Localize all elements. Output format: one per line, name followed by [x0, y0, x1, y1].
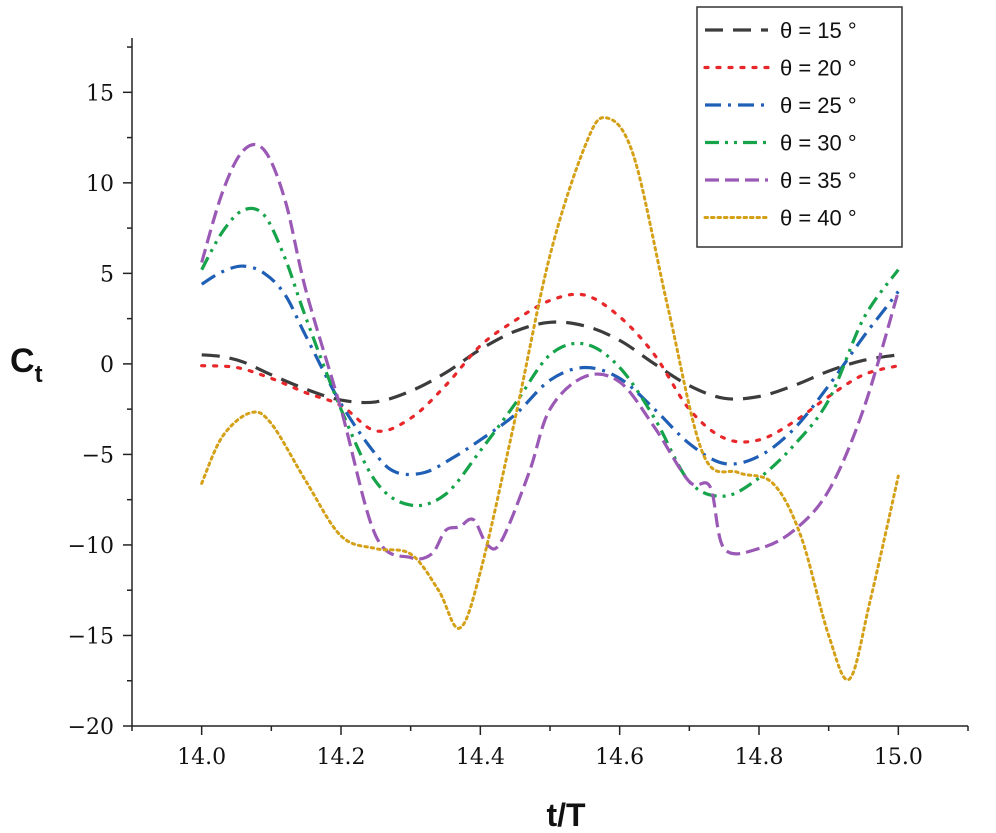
legend-label: θ = 30 ° [780, 131, 857, 156]
y-axis-title-main: C [10, 342, 35, 380]
x-axis-title: t/T [546, 797, 586, 833]
x-tick-label: 14.4 [456, 745, 505, 770]
series-line-theta-30 [200, 206, 900, 508]
legend-label: θ = 15 ° [780, 18, 857, 43]
y-tick-label: 15 [86, 81, 114, 106]
x-ticks: 14.0 14.2 14.4 14.6 14.8 15.0 [131, 726, 969, 770]
y-tick-label: 0 [100, 353, 114, 378]
y-tick-label: −5 [82, 443, 114, 468]
y-tick-label: 5 [100, 262, 114, 287]
y-tick-label: −20 [68, 715, 114, 740]
legend-label: θ = 20 ° [780, 56, 857, 81]
y-tick-label: 10 [86, 172, 114, 197]
series-line-theta-25 [200, 264, 900, 477]
y-tick-label: −10 [68, 534, 114, 559]
legend: θ = 15 ° θ = 20 ° θ = 25 ° θ = 30 ° θ = 35 °… [696, 6, 903, 248]
x-tick-label: 14.6 [595, 745, 644, 770]
legend-label: θ = 35 ° [780, 168, 857, 193]
x-tick-label: 15.0 [874, 745, 923, 770]
series-line-theta-15 [201, 320, 899, 405]
y-tick-label: −15 [68, 624, 114, 649]
y-axis-title: Ct [10, 342, 43, 388]
series-line-theta-20 [200, 292, 900, 444]
y-axis-title-sub: t [35, 361, 43, 388]
series-line-theta-40 [200, 116, 900, 682]
x-tick-label: 14.0 [177, 745, 226, 770]
x-tick-label: 14.8 [735, 745, 784, 770]
legend-label: θ = 40 ° [780, 206, 857, 231]
series-layer [200, 116, 900, 682]
legend-label: θ = 25 ° [780, 93, 857, 118]
y-ticks: −20 −15 −10 −5 0 5 10 15 [68, 46, 132, 740]
x-tick-label: 14.2 [317, 745, 366, 770]
series-line-theta-35 [200, 142, 900, 561]
legend-box [696, 6, 903, 248]
